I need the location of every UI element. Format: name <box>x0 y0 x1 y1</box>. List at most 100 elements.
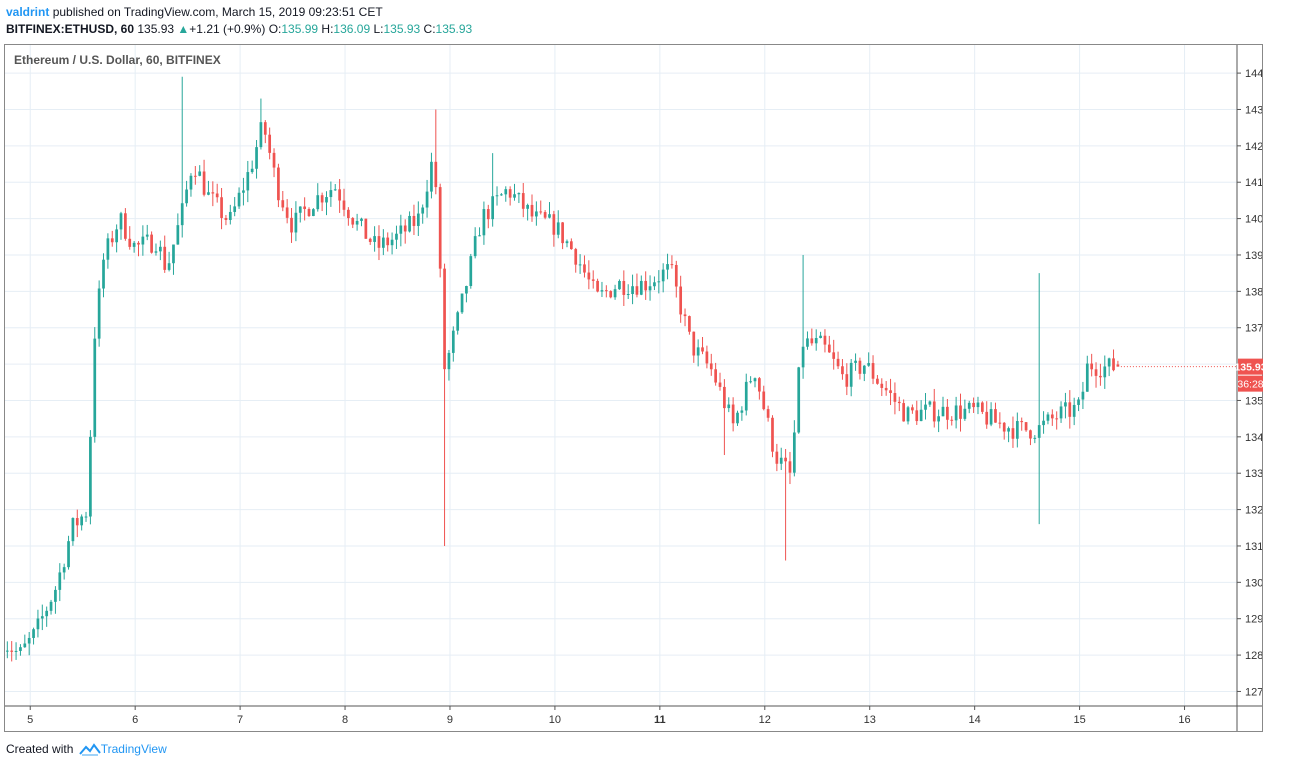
candle-body <box>845 374 849 387</box>
candle-body <box>1055 418 1059 420</box>
low-value: 135.93 <box>383 22 421 36</box>
candle-body <box>521 193 525 209</box>
candle-body <box>841 366 844 375</box>
candle-body <box>329 190 333 198</box>
candle-body <box>569 241 573 250</box>
candle-body <box>797 367 801 433</box>
candle-body <box>959 405 962 419</box>
candle-body <box>609 291 613 298</box>
candle-body <box>456 312 460 331</box>
candle-body <box>403 225 407 232</box>
candle-body <box>1107 358 1111 367</box>
candle-body <box>849 362 853 387</box>
candle-body <box>281 200 285 208</box>
candle-body <box>215 193 219 198</box>
chart-border <box>4 44 1263 732</box>
tradingview-brand-link[interactable]: TradingView <box>100 742 167 756</box>
candle-body <box>1002 422 1006 432</box>
candle-body <box>473 236 477 257</box>
candle-body <box>596 280 599 292</box>
last-price: 135.93 <box>137 22 175 36</box>
candle-body <box>202 171 206 195</box>
candle-body <box>84 516 88 518</box>
candle-body <box>679 286 683 315</box>
candle-body <box>10 650 14 652</box>
candle-body <box>49 601 53 611</box>
candle-body <box>714 369 717 383</box>
candle-body <box>132 242 136 247</box>
candle-body <box>119 213 123 230</box>
x-tick-label: 6 <box>132 714 138 726</box>
chart-area[interactable]: 127.00 128.00 129.00 130.00 131.00 132.00 133.… <box>1 44 1279 732</box>
candle-body <box>193 175 197 177</box>
candle-body <box>1090 363 1094 370</box>
candle-body <box>1033 437 1037 439</box>
candle-body <box>93 338 97 437</box>
candle-body <box>915 410 919 422</box>
candle-body <box>285 207 289 218</box>
x-tick-label: 14 <box>969 714 981 726</box>
candle-body <box>744 381 748 411</box>
candle-body <box>172 244 175 264</box>
candle-body <box>950 419 954 421</box>
candle-body <box>395 233 398 240</box>
candle-body <box>465 286 468 294</box>
y-tick-label: 132.00 <box>1245 505 1263 517</box>
candle-body <box>347 209 350 219</box>
candle-body <box>1011 428 1015 439</box>
candle-body <box>62 567 66 573</box>
candle-body <box>937 416 940 422</box>
price-tag-label: 135.93 <box>1234 362 1263 374</box>
candle-body <box>189 175 193 190</box>
y-tick-label: 140.00 <box>1245 214 1263 226</box>
candle-body <box>631 286 634 295</box>
candle-body <box>381 237 385 248</box>
grid <box>4 44 1237 706</box>
candle-body <box>867 363 871 366</box>
candle-body <box>115 229 118 243</box>
candle-body <box>889 390 892 394</box>
candle-body <box>806 338 809 347</box>
y-tick-label: 138.00 <box>1245 286 1263 298</box>
candle-body <box>320 195 324 203</box>
candle-body <box>718 382 722 387</box>
candle-body <box>45 610 49 617</box>
candle-body <box>504 189 508 195</box>
y-tick-label: 135.00 <box>1245 395 1263 407</box>
candle-body <box>924 404 927 410</box>
x-tick-label: 12 <box>759 714 771 726</box>
candle-body <box>438 187 442 269</box>
candle-body <box>263 122 267 135</box>
x-tick-label: 10 <box>549 714 561 726</box>
x-tick-label: 8 <box>342 714 348 726</box>
candle-body <box>819 335 822 339</box>
candle-body <box>32 629 35 638</box>
high-label: H: <box>321 22 334 36</box>
candle-body <box>176 225 180 245</box>
candle-body <box>836 358 840 367</box>
candle-body <box>639 280 643 295</box>
candle-body <box>233 206 237 212</box>
candle-body <box>788 461 792 473</box>
candle-body <box>307 209 311 217</box>
candle-body <box>814 338 818 344</box>
candle-body <box>644 280 648 291</box>
candle-body <box>683 314 687 317</box>
candle-body <box>1042 420 1045 426</box>
countdown-label: 36:28 <box>1237 379 1263 391</box>
candle-body <box>1024 422 1028 431</box>
candle-body <box>740 410 744 413</box>
candle-body <box>360 218 363 221</box>
x-tick-label: 13 <box>864 714 876 726</box>
author-link[interactable]: valdrint <box>6 5 50 19</box>
price-chart[interactable]: 127.00 128.00 129.00 130.00 131.00 132.00 133.… <box>1 44 1279 732</box>
candle-body <box>368 238 372 242</box>
candle-body <box>661 269 665 282</box>
candle-body <box>513 194 516 198</box>
candle-body <box>736 412 739 424</box>
candle-body <box>128 238 132 247</box>
candle-body <box>137 242 140 245</box>
candle-body <box>928 401 932 405</box>
candle-body <box>723 386 726 409</box>
candle-body <box>207 192 210 195</box>
